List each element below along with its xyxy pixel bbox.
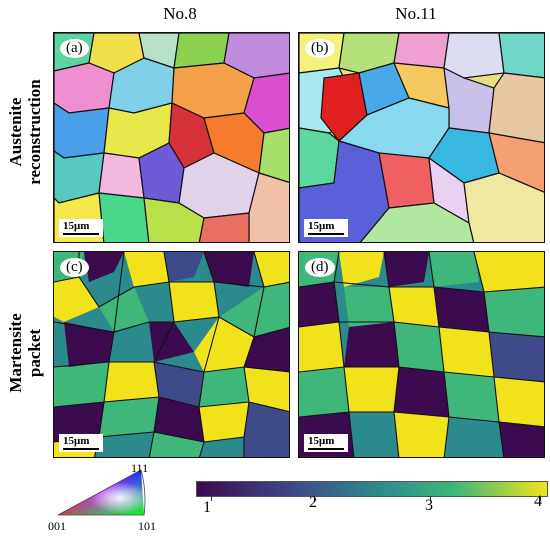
panel-b-scale-line (308, 233, 344, 235)
panel-d-scale-text: 15μm (308, 435, 335, 447)
panel-d-label: (d) (305, 258, 335, 277)
panel-d-scale-line (308, 448, 344, 450)
panel-c-label: (c) (60, 258, 89, 277)
panel-c-packet-map (54, 252, 289, 457)
panel-a-scale-line (63, 233, 99, 235)
panel-d: (d) 15μm (298, 251, 545, 458)
column-title-no8: No.8 (163, 4, 197, 23)
ipf-label-111: 111 (131, 461, 149, 475)
panel-b-scale-text: 15μm (308, 220, 335, 232)
panel-a-label: (a) (60, 39, 89, 58)
colorbar (196, 481, 548, 497)
panel-d-scalebar: 15μm (304, 434, 348, 452)
row-label-martensite-line1: Martensite (6, 313, 25, 393)
ipf-label-101: 101 (138, 519, 156, 533)
panel-d-packet-map (299, 252, 544, 457)
row-label-martensite: Martensite packet (6, 278, 44, 428)
colorbar-label-2: 2 (309, 494, 317, 511)
panel-b-scalebar: 15μm (304, 219, 348, 237)
panel-c-scale-text: 15μm (63, 435, 90, 447)
panel-a-scale-text: 15μm (63, 220, 90, 232)
colorbar-label-1: 1 (203, 499, 211, 516)
panel-c-scale-line (63, 448, 99, 450)
panel-c: (c) 15μm (53, 251, 290, 458)
colorbar-tick-1 (211, 496, 212, 501)
row-label-austenite: Austenite reconstruction (6, 57, 44, 207)
panel-b: (b) 15μm (298, 32, 545, 243)
colorbar-label-3: 3 (425, 497, 433, 514)
ipf-label-001: 001 (48, 519, 66, 533)
panel-a-scalebar: 15μm (59, 219, 103, 237)
panel-b-label: (b) (305, 39, 335, 58)
row-label-martensite-line2: packet (25, 328, 44, 378)
panel-b-grain-map (299, 33, 544, 242)
colorbar-tick-4 (540, 496, 541, 501)
row-label-austenite-line1: Austenite (6, 97, 25, 167)
column-title-no11: No.11 (395, 4, 437, 23)
panel-a: (a) 15μm (53, 32, 290, 243)
panel-a-grain-map (54, 33, 289, 242)
colorbar-tick-2 (314, 496, 315, 501)
colorbar-label-4: 4 (534, 493, 542, 510)
row-label-austenite-line2: reconstruction (25, 79, 44, 185)
panel-c-scalebar: 15μm (59, 434, 103, 452)
ipf-triangle-legend (57, 469, 146, 516)
colorbar-tick-3 (430, 496, 431, 501)
ipf-triangle-outline (57, 469, 146, 516)
